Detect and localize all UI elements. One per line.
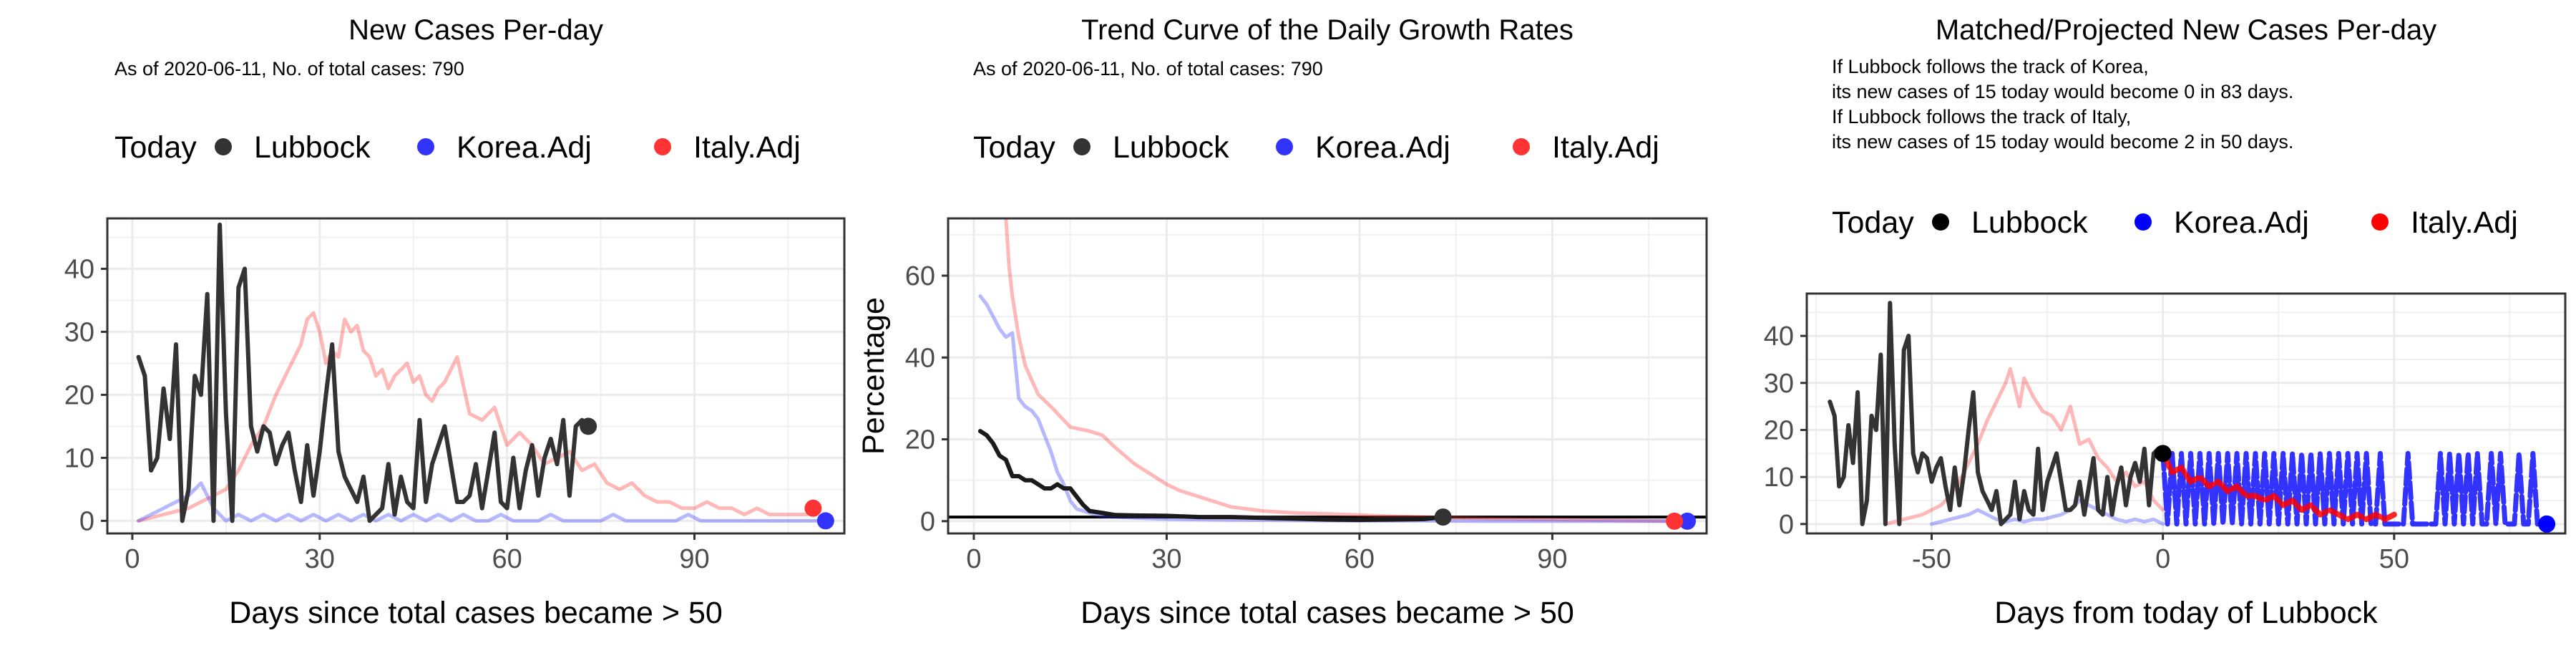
chart-legend: Today Lubbock Korea.Adj Italy.Adj <box>1832 205 2518 240</box>
legend-label-italy-adj: Italy.Adj <box>2411 205 2518 240</box>
x-axis-title: Days since total cases became > 50 <box>229 596 723 630</box>
series-line-korea-adj-matched <box>1930 498 2165 526</box>
series-line-italy-adj <box>137 311 809 523</box>
chart-title: New Cases Per-day <box>348 14 603 46</box>
legend-label-italy-adj: Italy.Adj <box>1552 130 1659 165</box>
plot-border <box>947 217 1708 535</box>
today-point-lubbock <box>580 417 597 435</box>
legend-label-korea-adj: Korea.Adj <box>2174 205 2309 240</box>
grid <box>948 218 1707 533</box>
legend-label-lubbock: Lubbock <box>1971 205 2088 240</box>
legend-key-korea-adj <box>1276 138 1293 155</box>
series-line-korea-adj <box>978 294 1689 523</box>
chart-subtitle: As of 2020-06-11, No. of total cases: 79… <box>114 58 464 79</box>
today-point-italy-adj <box>804 499 822 517</box>
series-line-lubbock <box>977 429 1445 523</box>
series-line-italy-adj-matched <box>1883 367 2165 526</box>
chart-legend: Today Lubbock Korea.Adj Italy.Adj <box>114 130 801 165</box>
x-tick-label: 90 <box>679 544 709 574</box>
legend-title: Today <box>1832 205 1914 240</box>
x-tick-label: 90 <box>1537 544 1567 574</box>
y-tick-label: 40 <box>905 343 935 373</box>
legend-title: Today <box>114 130 197 165</box>
x-axis-title: Days since total cases became > 50 <box>1080 596 1574 630</box>
x-tick-label: 0 <box>2155 544 2170 574</box>
series-line-italy-adj-projected <box>2160 450 2397 523</box>
y-tick-label: 20 <box>64 380 94 410</box>
chart-subtitle: If Lubbock follows the track of Italy, <box>1832 106 2131 127</box>
x-tick-label: 0 <box>125 544 140 574</box>
x-tick-label: 30 <box>305 544 335 574</box>
chart-panel-new-cases: New Cases Per-day As of 2020-06-11, No. o… <box>0 0 859 644</box>
legend-label-lubbock: Lubbock <box>254 130 371 165</box>
legend-key-lubbock <box>1073 138 1091 155</box>
today-point-korea-adj <box>1679 512 1697 530</box>
today-point-italy-adj <box>1666 512 1684 530</box>
legend-key-lubbock <box>215 138 232 155</box>
chart-svg: Trend Curve of the Daily Growth Rates As … <box>857 14 1708 630</box>
today-point-lubbock <box>2154 445 2172 463</box>
y-tick-label: 10 <box>64 443 94 473</box>
y-tick-label: 30 <box>64 317 94 347</box>
series-line-lubbock <box>136 222 591 523</box>
y-tick-label: 30 <box>1764 369 1794 399</box>
y-tick-label: 20 <box>905 425 935 455</box>
chart-subtitle: If Lubbock follows the track of Korea, <box>1832 56 2149 77</box>
legend-key-italy-adj <box>1513 138 1530 155</box>
chart-title: Matched/Projected New Cases Per-day <box>1936 14 2436 46</box>
legend-label-korea-adj: Korea.Adj <box>1315 130 1450 165</box>
legend-key-italy-adj <box>2371 213 2389 231</box>
legend-label-korea-adj: Korea.Adj <box>457 130 592 165</box>
x-tick-label: 60 <box>1345 544 1375 574</box>
x-axis-title: Days from today of Lubbock <box>1994 596 2378 630</box>
x-tick-label: -50 <box>1912 544 1951 574</box>
chart-subtitle: its new cases of 15 today would become 0… <box>1832 81 2293 102</box>
today-point-korea-adj <box>816 512 834 530</box>
legend-key-korea-adj <box>417 138 434 155</box>
legend-title: Today <box>973 130 1055 165</box>
legend-key-lubbock <box>1932 213 1949 231</box>
chart-subtitle: As of 2020-06-11, No. of total cases: 79… <box>973 58 1323 79</box>
chart-panel-projected: Matched/Projected New Cases Per-day If Lu… <box>1717 0 2576 644</box>
today-point-lubbock <box>1434 508 1452 526</box>
legend-label-lubbock: Lubbock <box>1113 130 1229 165</box>
series-line-lubbock <box>1828 301 2165 526</box>
y-tick-label: 40 <box>64 254 94 284</box>
x-tick-label: 60 <box>492 544 522 574</box>
today-point-korea-adj <box>2538 515 2556 533</box>
y-tick-label: 0 <box>79 506 94 536</box>
legend-key-korea-adj <box>2135 213 2152 231</box>
y-tick-label: 0 <box>1779 510 1794 540</box>
x-tick-label: 30 <box>1151 544 1181 574</box>
plot-border <box>1805 292 2567 535</box>
plot-border <box>106 217 846 535</box>
y-axis-title: Percentage <box>859 297 891 455</box>
x-tick-label: 0 <box>966 544 981 574</box>
series-line-korea-adj-projected <box>2160 450 2550 527</box>
y-tick-label: 10 <box>1764 463 1794 493</box>
chart-panel-growth-rates: Trend Curve of the Daily Growth Rates As … <box>857 0 1717 644</box>
chart-svg: Matched/Projected New Cases Per-day If Lu… <box>1764 14 2567 630</box>
legend-label-italy-adj: Italy.Adj <box>693 130 801 165</box>
x-tick-label: 50 <box>2379 544 2409 574</box>
series-line-italy-adj <box>1004 218 1677 523</box>
legend-key-italy-adj <box>654 138 671 155</box>
chart-legend: Today Lubbock Korea.Adj Italy.Adj <box>973 130 1659 165</box>
chart-title: Trend Curve of the Daily Growth Rates <box>1081 14 1574 46</box>
y-tick-label: 20 <box>1764 415 1794 445</box>
y-tick-label: 60 <box>905 261 935 291</box>
y-tick-label: 0 <box>920 507 935 537</box>
series-line-korea-adj <box>137 481 828 523</box>
chart-svg: New Cases Per-day As of 2020-06-11, No. o… <box>64 14 846 630</box>
y-tick-label: 40 <box>1764 321 1794 352</box>
chart-subtitle: its new cases of 15 today would become 2… <box>1832 131 2293 153</box>
